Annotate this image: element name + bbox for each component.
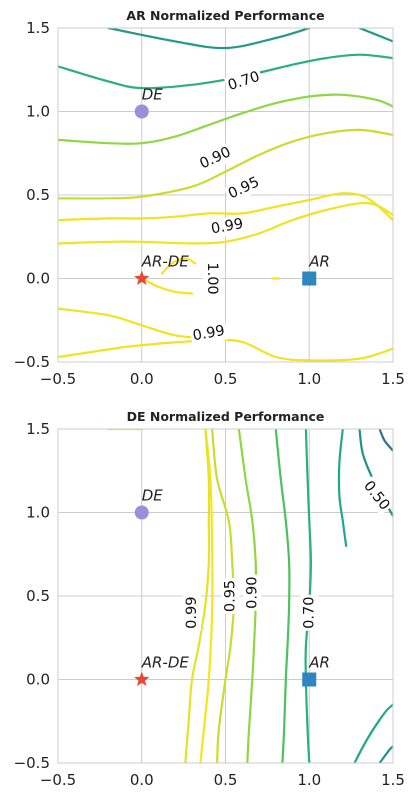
point-ar-de-marker: [134, 671, 150, 686]
x-tick-label: 1.5: [381, 370, 405, 388]
point-label: DE: [142, 86, 164, 104]
contour-line-0-8: [274, 429, 291, 763]
x-tick-label: 0.5: [214, 771, 238, 789]
contour-line-0-99: [58, 192, 393, 222]
y-tick-label: −0.5: [14, 353, 50, 371]
contour-label-text: 0.90: [244, 577, 260, 609]
y-tick-label: 1.0: [26, 103, 50, 121]
contour-line-0-4: [378, 429, 393, 452]
contour-label: 0.99: [189, 321, 229, 346]
x-tick-label: 1.0: [297, 370, 321, 388]
contour-line-0-99: [184, 429, 211, 763]
point-label: AR-DE: [141, 654, 190, 672]
contour-line-1: [140, 277, 194, 295]
contour-label: 0.99: [207, 214, 247, 239]
contour-label: 0.90: [243, 574, 262, 611]
contour-label: 0.70: [223, 67, 264, 96]
contour-line-0-6: [353, 703, 393, 763]
contour-line-0-9: [58, 93, 393, 145]
x-tick-label: 0.0: [130, 771, 154, 789]
contour-label: 0.99: [183, 594, 201, 631]
contour-label: 0.95: [221, 578, 240, 614]
ar-performance-panel: AR Normalized Performance0.700.900.950.9…: [14, 8, 405, 388]
contour-label-text: 0.70: [301, 597, 317, 629]
contour-label-text: 0.99: [184, 597, 200, 629]
y-tick-label: 0.0: [26, 671, 50, 689]
contour-label-text: 1.00: [204, 262, 220, 294]
contour-label: 0.70: [300, 594, 319, 631]
x-tick-label: 1.5: [381, 771, 405, 789]
y-tick-label: 0.5: [26, 186, 50, 204]
point-label: AR: [308, 253, 330, 271]
point-de-marker: [134, 104, 149, 119]
chart-title: DE Normalized Performance: [127, 409, 325, 424]
contour-line-0-95: [58, 128, 393, 200]
point-ar-marker: [302, 271, 317, 286]
point-label: AR-DE: [141, 253, 190, 271]
contour-label-text: 0.99: [210, 216, 245, 237]
point-label: AR: [308, 654, 330, 672]
x-tick-label: 0.0: [130, 370, 154, 388]
point-ar-marker: [302, 672, 317, 687]
y-tick-label: 1.0: [26, 504, 50, 522]
contour-label-text: 0.95: [223, 580, 239, 612]
de-performance-panel: DE Normalized Performance 0.99 0.95 0.90 0.7…: [14, 409, 405, 789]
x-tick-label: −0.5: [40, 370, 76, 388]
chart-title: AR Normalized Performance: [126, 8, 324, 23]
point-de-marker: [134, 505, 149, 520]
y-tick-label: 0.5: [26, 587, 50, 605]
contour-line-0-5: [107, 28, 311, 50]
contour-line-1: [160, 257, 197, 275]
y-tick-label: 1.5: [26, 19, 50, 37]
y-tick-label: 1.5: [26, 420, 50, 438]
contour-line-0-5: [378, 745, 393, 763]
x-tick-label: 0.5: [214, 370, 238, 388]
point-ar-de-marker: [134, 270, 150, 285]
y-tick-label: 0.0: [26, 270, 50, 288]
contour-line-1: [199, 429, 214, 763]
plot-frame: [57, 428, 394, 764]
contour-label-text: 0.99: [192, 323, 227, 344]
contour-label: 1.00: [203, 260, 222, 297]
x-tick-label: 1.0: [297, 771, 321, 789]
contour-line-0-5: [358, 28, 393, 43]
contour-label: 0.95: [223, 172, 265, 205]
y-tick-label: −0.5: [14, 754, 50, 772]
contour-line-0-6: [337, 429, 348, 547]
plot-frame: [57, 27, 394, 363]
point-label: DE: [142, 487, 164, 505]
x-tick-label: −0.5: [40, 771, 76, 789]
contour-line-0-99: [58, 201, 393, 245]
